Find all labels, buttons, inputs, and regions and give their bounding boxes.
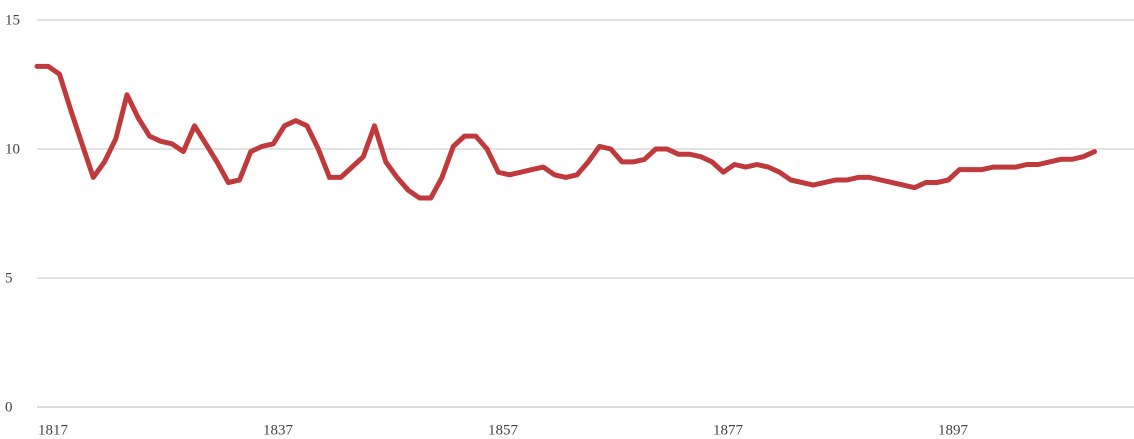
x-tick-label: 1837 <box>263 422 294 438</box>
series-line-0 <box>34 63 1097 201</box>
gridlines <box>37 19 1134 408</box>
y-tick-label: 5 <box>5 270 13 286</box>
x-tick-label: 1897 <box>938 422 969 438</box>
y-tick-label: 15 <box>5 12 20 28</box>
x-tick-label: 1877 <box>713 422 744 438</box>
x-axis-ticks: 1817 1837 1857 1877 1897 <box>38 422 969 438</box>
y-tick-label: 0 <box>5 399 13 415</box>
x-tick-label: 1817 <box>38 422 69 438</box>
y-axis-ticks: 0 5 10 15 <box>5 12 20 415</box>
x-tick-label: 1857 <box>488 422 519 438</box>
y-tick-label: 10 <box>5 141 20 157</box>
series-layer <box>34 63 1097 201</box>
